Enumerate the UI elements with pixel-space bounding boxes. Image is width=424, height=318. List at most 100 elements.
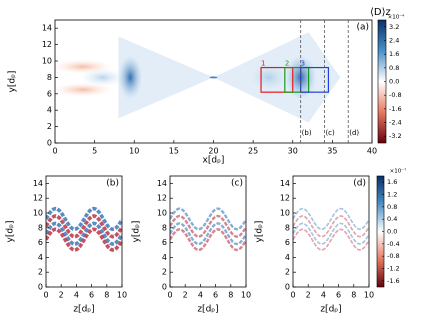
heatmap-field bbox=[55, 32, 341, 123]
colorbar-tick-label: 0.8 bbox=[389, 64, 399, 72]
x-tick-label: 8 bbox=[228, 291, 233, 300]
panel-label: (a) bbox=[356, 23, 369, 33]
y-tick-label: 6 bbox=[47, 89, 52, 98]
y-axis-label: y[dₚ] bbox=[132, 221, 142, 243]
colorbar-tick-label: -0.8 bbox=[389, 91, 402, 99]
colorbar-tick-label: -0.8 bbox=[387, 252, 400, 260]
y-tick-label: 4 bbox=[162, 253, 167, 262]
y-tick-label: 4 bbox=[47, 106, 52, 115]
colorbar-tick-label: 2.4 bbox=[389, 37, 399, 45]
heatmap-field bbox=[46, 206, 122, 252]
y-tick-label: 0 bbox=[285, 283, 290, 292]
y-tick-label: 0 bbox=[38, 283, 43, 292]
marker-label: (d) bbox=[349, 129, 359, 137]
y-tick-label: 8 bbox=[285, 223, 290, 232]
y-axis-label: y[dₚ] bbox=[255, 221, 265, 243]
marker-label: (c) bbox=[325, 129, 335, 137]
y-tick-label: 10 bbox=[280, 209, 290, 218]
x-tick-label: 2 bbox=[59, 291, 64, 300]
colorbar-tick-label: -2.4 bbox=[389, 119, 402, 127]
y-tick-label: 8 bbox=[162, 223, 167, 232]
x-tick-label: 8 bbox=[351, 291, 356, 300]
field-blob bbox=[80, 68, 125, 87]
colorbar-label: ⟨D⟩z bbox=[370, 7, 391, 18]
colorbar-tick-label: -1.6 bbox=[389, 105, 402, 113]
y-tick-label: 2 bbox=[162, 268, 167, 277]
plot-frame bbox=[45, 175, 123, 288]
y-tick-label: 10 bbox=[33, 209, 43, 218]
x-tick-label: 6 bbox=[89, 291, 94, 300]
colorbar-tick-label: -1.2 bbox=[387, 265, 400, 273]
plot-frame bbox=[292, 175, 370, 288]
x-tick-label: 35 bbox=[327, 147, 337, 156]
y-tick-label: 6 bbox=[285, 238, 290, 247]
x-axis-label: z[dₚ] bbox=[197, 305, 218, 315]
x-tick-label: 0 bbox=[52, 147, 57, 156]
x-tick-label: 5 bbox=[92, 147, 97, 156]
field-band bbox=[293, 222, 369, 245]
y-tick-label: 8 bbox=[38, 223, 43, 232]
y-tick-label: 10 bbox=[42, 57, 52, 66]
field-band bbox=[46, 214, 122, 239]
y-tick-label: 12 bbox=[157, 194, 167, 203]
y-tick-label: 14 bbox=[33, 179, 43, 188]
x-tick-label: 10 bbox=[117, 291, 127, 300]
colorbar-scale: ×10⁻⁷ bbox=[390, 168, 407, 175]
region-box bbox=[284, 66, 310, 93]
y-tick-label: 2 bbox=[285, 268, 290, 277]
marker-label: (b) bbox=[302, 129, 312, 137]
colorbar-tick-label: 0.4 bbox=[387, 215, 397, 223]
field-band bbox=[170, 207, 246, 231]
field-blob bbox=[248, 63, 289, 92]
field-band bbox=[170, 222, 246, 246]
x-tick-label: 6 bbox=[336, 291, 341, 300]
heatmap-field bbox=[170, 207, 246, 252]
x-tick-label: 0 bbox=[43, 291, 48, 300]
x-tick-label: 4 bbox=[321, 291, 326, 300]
colorbar-tick-label: 0.8 bbox=[387, 203, 397, 211]
region-label: 1 bbox=[261, 60, 265, 68]
y-axis-label: y[dₚ] bbox=[6, 221, 16, 243]
x-tick-label: 4 bbox=[198, 291, 203, 300]
panel-label: (b) bbox=[106, 179, 119, 189]
y-axis-label: y[dₚ] bbox=[8, 71, 18, 93]
y-tick-label: 12 bbox=[280, 194, 290, 203]
heatmap-field bbox=[293, 207, 369, 251]
colorbar-tick-label: -3.2 bbox=[389, 132, 402, 140]
x-tick-label: 4 bbox=[74, 291, 79, 300]
colorbar-tick-label: 1.6 bbox=[387, 178, 397, 186]
field-center bbox=[209, 76, 218, 79]
colorbar-tick-label: -1.6 bbox=[387, 277, 400, 285]
x-tick-label: 2 bbox=[306, 291, 311, 300]
field-band bbox=[46, 206, 122, 232]
x-tick-label: 10 bbox=[241, 291, 251, 300]
region-box bbox=[300, 66, 330, 93]
panel-label: (c) bbox=[231, 179, 243, 189]
x-tick-label: 20 bbox=[208, 147, 218, 156]
field-band bbox=[170, 228, 246, 252]
colorbar-tick-label: 0.0 bbox=[387, 228, 397, 236]
y-tick-label: 0 bbox=[47, 139, 52, 148]
y-tick-label: 6 bbox=[162, 238, 167, 247]
colorbar-tick-label: 1.2 bbox=[387, 191, 397, 199]
colorbar-scale: ×10⁻⁴ bbox=[388, 14, 406, 21]
region-box bbox=[260, 66, 294, 93]
y-tick-label: 10 bbox=[157, 209, 167, 218]
x-tick-label: 6 bbox=[213, 291, 218, 300]
colorbar-tick-label: -0.4 bbox=[387, 240, 400, 248]
y-tick-label: 4 bbox=[38, 253, 43, 262]
panel-label: (d) bbox=[353, 179, 366, 189]
x-tick-label: 10 bbox=[129, 147, 139, 156]
y-tick-label: 4 bbox=[285, 253, 290, 262]
y-tick-label: 2 bbox=[47, 122, 52, 131]
x-axis-label: x[dₚ] bbox=[203, 156, 225, 166]
colorbar-tick-label: 0.0 bbox=[389, 78, 399, 86]
field-band bbox=[293, 215, 369, 238]
field-band bbox=[46, 227, 122, 252]
y-tick-label: 8 bbox=[47, 73, 52, 82]
x-tick-label: 15 bbox=[169, 147, 179, 156]
x-axis-label: z[dₚ] bbox=[73, 305, 94, 315]
region-label: 3 bbox=[301, 60, 305, 68]
plot-frame bbox=[169, 175, 247, 288]
region-label: 2 bbox=[285, 60, 289, 68]
